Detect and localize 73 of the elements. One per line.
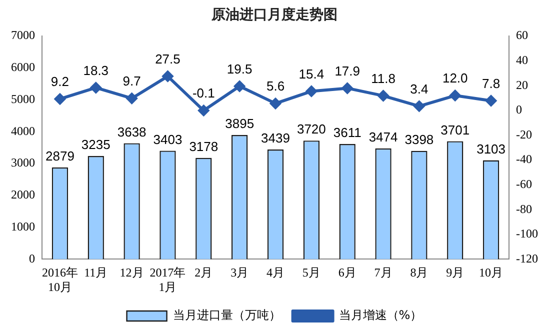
y2-tick-label: 40 [516,52,528,67]
y2-tick-label: -40 [516,152,532,166]
chart-title: 原油进口月度走势图 [210,6,338,24]
point [414,100,425,112]
y2-tick-label: -120 [516,251,538,266]
data-label: 3611 [333,125,362,140]
data-label: 3439 [261,130,290,146]
data-label: 12.0 [442,70,468,86]
y2-tick-label: -80 [516,202,532,216]
y2-tick-label: 20 [516,78,528,92]
y2-tick-label: -100 [516,226,538,241]
data-label: 3403 [153,132,182,147]
x-tick-label: 3月 [230,266,249,280]
y2-tick-label: -20 [516,127,532,142]
y2-tick-label: 0 [516,102,522,117]
x-tick-label: 11月 [84,266,108,280]
x-tick-label: 12月 [120,266,144,280]
point [90,82,102,94]
point [306,86,317,97]
data-label: 3103 [476,141,506,156]
y-tick-label: 1000 [11,219,35,234]
x-tick-label: 9月 [446,266,464,280]
data-label: 7.8 [482,76,500,91]
point [270,98,281,109]
data-label: 3720 [296,122,326,137]
y-tick-label: 7000 [11,28,35,42]
data-label: 3178 [189,138,218,154]
y2-tick-label: 60 [516,28,528,42]
x-tick-label: 4月 [266,266,284,280]
point [450,90,461,102]
x-tick-label: 6月 [338,266,356,280]
point [378,90,389,102]
point [162,70,174,82]
data-label: 5.6 [266,78,285,94]
x-tick-label: 8月 [410,266,428,280]
point [486,95,497,106]
data-label: 18.3 [83,62,109,78]
point [198,105,210,116]
data-label: 27.5 [155,51,180,66]
data-label: 19.5 [226,61,252,76]
x-tick-label: 10月 [479,266,504,280]
data-label: 17.9 [334,63,360,78]
data-label: 3235 [81,137,110,152]
x-tick-label: 7月 [374,266,392,280]
y-tick-label: 3000 [11,156,35,170]
y2-tick-label: -60 [516,176,532,191]
point [54,93,66,104]
data-label: 15.4 [298,66,324,82]
y-tick-label: 0 [29,251,35,266]
data-label: 3474 [368,130,398,145]
x-tick-label: 2月 [194,266,213,280]
data-label: 9.7 [122,73,141,88]
data-label: 3895 [225,116,254,132]
legend-label: 当月增速（%） [338,308,422,322]
y-tick-label: 6000 [11,60,35,74]
y-tick-label: 4000 [11,124,35,138]
point [126,92,138,104]
x-tick-label: 2017年 1月 [150,266,186,294]
data-label: -0.1 [192,86,215,101]
data-label: 3.4 [410,81,428,96]
data-label: 9.2 [50,74,69,90]
y-tick-label: 5000 [11,92,35,106]
legend-label: 当月进口量（万吨） [172,308,281,322]
point [234,80,246,92]
y-tick-label: 2000 [11,188,35,202]
data-label: 3701 [440,122,470,138]
data-label: 3398 [404,132,434,147]
data-label: 2879 [46,148,74,164]
data-label: 11.8 [371,70,396,86]
point [342,82,353,94]
x-tick-label: 2016年 10月 [42,266,78,294]
data-label: 3638 [117,124,146,140]
x-tick-label: 5月 [302,266,320,280]
